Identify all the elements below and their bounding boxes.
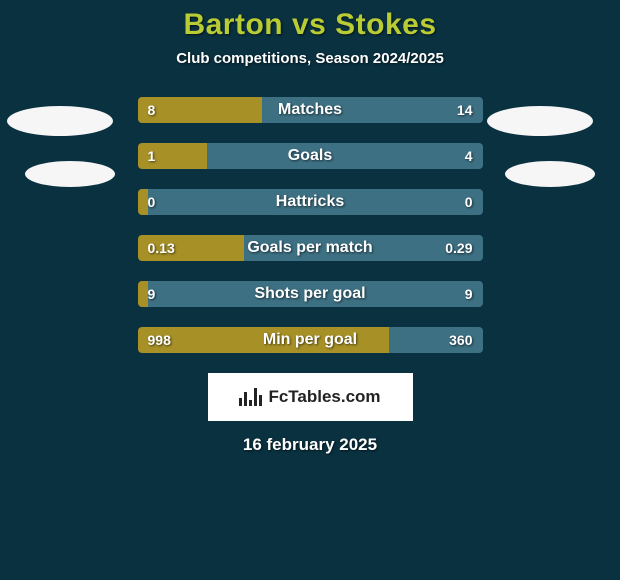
brand-chart-icon <box>239 388 262 406</box>
stat-bar-label: Hattricks <box>276 193 344 211</box>
stat-bar-value-left: 998 <box>148 332 171 348</box>
stat-bar-row: Goals per match 0.13 0.29 <box>138 235 483 261</box>
stat-bar-left <box>138 281 148 307</box>
stat-bar-row: Matches 8 14 <box>138 97 483 123</box>
date-text: 16 february 2025 <box>0 435 620 455</box>
stat-bar-row: Goals 1 4 <box>138 143 483 169</box>
stat-bar-row: Min per goal 998 360 <box>138 327 483 353</box>
brand-text: FcTables.com <box>268 387 380 407</box>
stat-bar-value-left: 1 <box>148 148 156 164</box>
stat-bar-value-right: 0 <box>465 194 473 210</box>
page-title: Barton vs Stokes <box>0 0 620 42</box>
page-subtitle: Club competitions, Season 2024/2025 <box>0 50 620 67</box>
comparison-container: Barton vs Stokes Club competitions, Seas… <box>0 0 620 580</box>
stat-bar-right <box>207 143 483 169</box>
stat-bar-value-left: 0.13 <box>148 240 175 256</box>
avatar-ellipse <box>7 106 113 136</box>
stat-bar-value-left: 9 <box>148 286 156 302</box>
stat-bar-value-left: 0 <box>148 194 156 210</box>
avatar-ellipse <box>487 106 593 136</box>
branding-box: FcTables.com <box>208 373 413 421</box>
stat-bar-value-right: 360 <box>449 332 472 348</box>
stat-bar-label: Shots per goal <box>254 285 365 303</box>
stat-bar-label: Min per goal <box>263 331 357 349</box>
stat-bar-row: Hattricks 0 0 <box>138 189 483 215</box>
stat-bar-value-left: 8 <box>148 102 156 118</box>
stat-bar-value-right: 4 <box>465 148 473 164</box>
bars-list: Matches814Goals14Hattricks00Goals per ma… <box>138 97 483 353</box>
stat-bar-label: Goals <box>288 147 332 165</box>
stat-bar-value-right: 14 <box>457 102 473 118</box>
stat-bar-left <box>138 97 262 123</box>
chart-area: Matches814Goals14Hattricks00Goals per ma… <box>0 97 620 353</box>
stat-bar-label: Matches <box>278 101 342 119</box>
avatar-ellipse <box>505 161 595 187</box>
stat-bar-label: Goals per match <box>247 239 372 257</box>
stat-bar-left <box>138 189 148 215</box>
stat-bar-value-right: 9 <box>465 286 473 302</box>
stat-bar-value-right: 0.29 <box>445 240 472 256</box>
stat-bar-row: Shots per goal 9 9 <box>138 281 483 307</box>
avatar-ellipse <box>25 161 115 187</box>
